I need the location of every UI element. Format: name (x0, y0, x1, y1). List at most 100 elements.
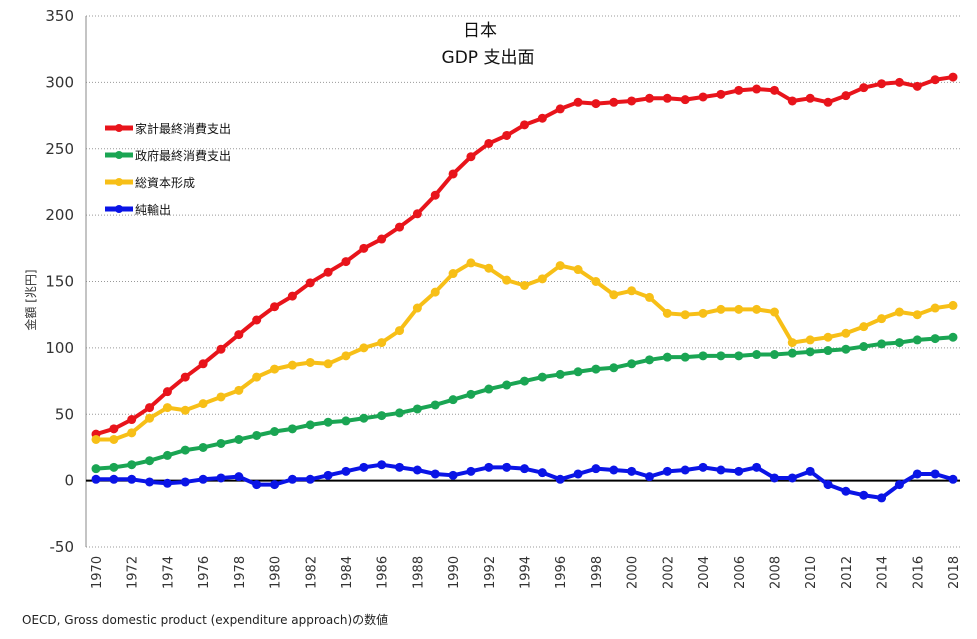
data-point (341, 466, 351, 476)
data-point (609, 97, 619, 107)
data-point (680, 352, 690, 362)
data-point (752, 304, 762, 314)
legend-label: 家計最終消費支出 (135, 121, 231, 136)
data-point (912, 81, 922, 91)
data-point (162, 478, 172, 488)
x-tick-label: 2012 (840, 556, 855, 589)
data-point (644, 472, 654, 482)
data-point (448, 395, 458, 405)
data-point (555, 104, 565, 114)
series-line-1 (95, 335, 954, 471)
data-point (841, 486, 851, 496)
data-point (305, 278, 315, 288)
data-point (805, 466, 815, 476)
data-point (930, 75, 940, 85)
x-tick-label: 2016 (911, 556, 926, 589)
data-point (698, 308, 708, 318)
y-tick-label: 0 (64, 472, 74, 490)
data-point (805, 347, 815, 357)
data-point (859, 322, 869, 332)
data-point (734, 304, 744, 314)
data-point (894, 307, 904, 317)
data-point (662, 352, 672, 362)
data-point (948, 474, 958, 484)
data-point (948, 300, 958, 310)
data-point (859, 490, 869, 500)
chart-title-line2: GDP 支出面 (442, 48, 535, 68)
data-point (680, 465, 690, 475)
data-point (395, 222, 405, 232)
data-point (537, 372, 547, 382)
data-point (180, 477, 190, 487)
data-point (591, 364, 601, 374)
legend-marker (115, 178, 123, 186)
x-tick-label: 1994 (519, 556, 534, 589)
data-point (109, 474, 119, 484)
data-point (395, 462, 405, 472)
data-point (412, 404, 422, 414)
data-point (287, 474, 297, 484)
data-point (752, 84, 762, 94)
data-point (859, 83, 869, 93)
y-tick-label: 100 (45, 339, 74, 357)
data-point (609, 465, 619, 475)
x-tick-label: 2000 (626, 556, 641, 589)
data-point (716, 465, 726, 475)
data-point (180, 372, 190, 382)
x-tick-label: 2018 (947, 556, 962, 589)
data-point (395, 408, 405, 418)
series-lines (91, 72, 958, 503)
data-point (627, 466, 637, 476)
x-tick-label: 1984 (340, 556, 355, 589)
data-point (520, 120, 529, 130)
data-point (644, 355, 654, 365)
data-point (91, 434, 101, 444)
x-tick-label: 1988 (411, 556, 426, 589)
data-point (287, 291, 297, 301)
x-tick-label: 1974 (161, 556, 176, 589)
x-tick-label: 1992 (483, 556, 498, 589)
x-tick-label: 1986 (376, 556, 391, 589)
data-point (412, 209, 422, 219)
data-point (716, 351, 726, 361)
source-note: OECD, Gross domestic product (expenditur… (22, 613, 389, 627)
data-point (377, 460, 387, 470)
data-point (752, 350, 762, 360)
data-point (662, 308, 672, 318)
data-point (448, 470, 458, 480)
data-point (627, 359, 637, 369)
data-point (430, 469, 440, 479)
data-point (145, 413, 155, 423)
data-point (502, 380, 512, 390)
data-point (805, 93, 815, 103)
data-point (734, 351, 744, 361)
data-point (520, 464, 529, 474)
data-point (109, 434, 119, 444)
data-point (287, 424, 297, 434)
data-point (377, 234, 387, 244)
data-point (894, 480, 904, 490)
x-axis-ticks: 1970 1972 1974 1976 1978 1980 1982 1984 1986 1988… (90, 556, 962, 589)
data-point (894, 77, 904, 87)
y-tick-label: 350 (45, 7, 74, 25)
data-point (359, 462, 369, 472)
data-point (734, 466, 744, 476)
data-point (734, 85, 744, 95)
data-point (698, 351, 708, 361)
data-point (484, 384, 494, 394)
data-point (930, 303, 940, 313)
data-point (877, 493, 887, 503)
data-point (127, 415, 137, 425)
data-point (502, 462, 512, 472)
data-point (252, 315, 262, 325)
data-point (145, 403, 155, 413)
data-point (877, 314, 887, 324)
data-point (341, 257, 351, 267)
data-point (520, 280, 529, 290)
data-point (341, 351, 351, 361)
data-point (591, 277, 601, 286)
y-tick-label: 150 (45, 273, 74, 291)
data-point (91, 474, 101, 484)
data-point (609, 363, 619, 373)
